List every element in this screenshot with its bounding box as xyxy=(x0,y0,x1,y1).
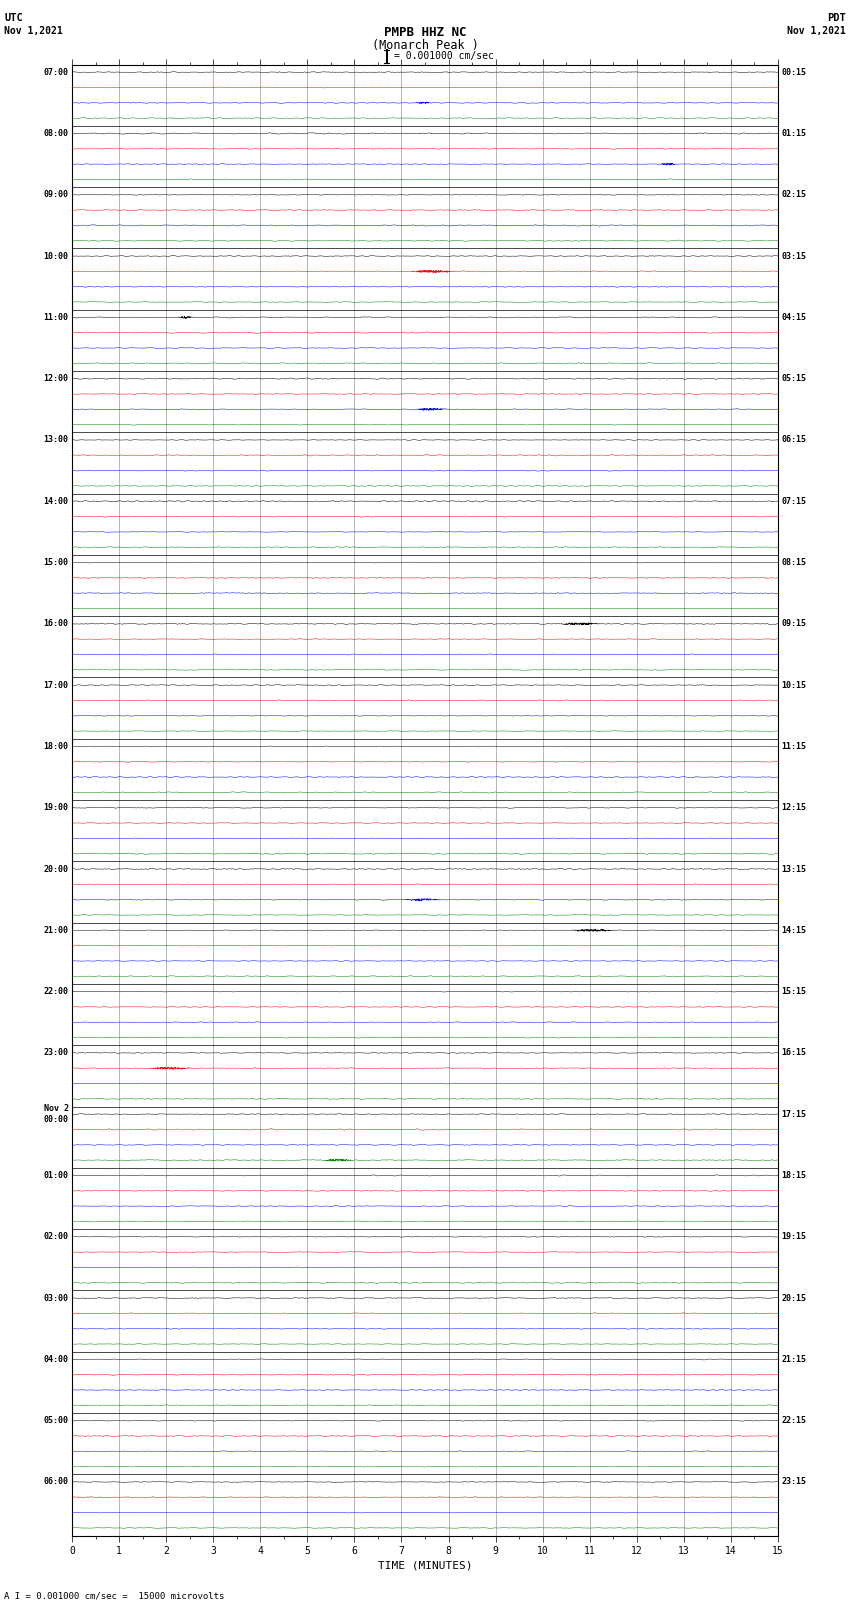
Text: Nov 1,2021: Nov 1,2021 xyxy=(787,26,846,35)
Text: 12:15: 12:15 xyxy=(781,803,807,813)
Text: 12:00: 12:00 xyxy=(43,374,69,384)
Text: 16:00: 16:00 xyxy=(43,619,69,629)
Text: 23:00: 23:00 xyxy=(43,1048,69,1058)
Text: 20:00: 20:00 xyxy=(43,865,69,874)
Text: 11:15: 11:15 xyxy=(781,742,807,752)
Text: 00:15: 00:15 xyxy=(781,68,807,77)
Text: 05:00: 05:00 xyxy=(43,1416,69,1426)
Text: 08:15: 08:15 xyxy=(781,558,807,568)
Text: 04:15: 04:15 xyxy=(781,313,807,323)
Text: 04:00: 04:00 xyxy=(43,1355,69,1365)
Text: 05:15: 05:15 xyxy=(781,374,807,384)
Text: UTC: UTC xyxy=(4,13,23,23)
Text: 13:00: 13:00 xyxy=(43,436,69,445)
Text: 02:15: 02:15 xyxy=(781,190,807,200)
Text: 06:00: 06:00 xyxy=(43,1478,69,1487)
X-axis label: TIME (MINUTES): TIME (MINUTES) xyxy=(377,1560,473,1569)
Text: 22:15: 22:15 xyxy=(781,1416,807,1426)
Text: Nov 2
00:00: Nov 2 00:00 xyxy=(43,1105,69,1124)
Text: 14:00: 14:00 xyxy=(43,497,69,506)
Text: Nov 1,2021: Nov 1,2021 xyxy=(4,26,63,35)
Text: 15:15: 15:15 xyxy=(781,987,807,997)
Text: 20:15: 20:15 xyxy=(781,1294,807,1303)
Text: 13:15: 13:15 xyxy=(781,865,807,874)
Text: 18:00: 18:00 xyxy=(43,742,69,752)
Text: 11:00: 11:00 xyxy=(43,313,69,323)
Text: A I = 0.001000 cm/sec =  15000 microvolts: A I = 0.001000 cm/sec = 15000 microvolts xyxy=(4,1590,224,1600)
Text: 19:00: 19:00 xyxy=(43,803,69,813)
Text: 10:00: 10:00 xyxy=(43,252,69,261)
Text: 03:00: 03:00 xyxy=(43,1294,69,1303)
Text: 17:15: 17:15 xyxy=(781,1110,807,1119)
Text: 03:15: 03:15 xyxy=(781,252,807,261)
Text: PDT: PDT xyxy=(827,13,846,23)
Text: = 0.001000 cm/sec: = 0.001000 cm/sec xyxy=(394,52,493,61)
Text: 02:00: 02:00 xyxy=(43,1232,69,1242)
Text: 08:00: 08:00 xyxy=(43,129,69,139)
Text: (Monarch Peak ): (Monarch Peak ) xyxy=(371,39,479,52)
Text: 10:15: 10:15 xyxy=(781,681,807,690)
Text: 21:15: 21:15 xyxy=(781,1355,807,1365)
Text: 18:15: 18:15 xyxy=(781,1171,807,1181)
Text: 19:15: 19:15 xyxy=(781,1232,807,1242)
Text: 16:15: 16:15 xyxy=(781,1048,807,1058)
Text: 22:00: 22:00 xyxy=(43,987,69,997)
Text: PMPB HHZ NC: PMPB HHZ NC xyxy=(383,26,467,39)
Text: 23:15: 23:15 xyxy=(781,1478,807,1487)
Text: 07:15: 07:15 xyxy=(781,497,807,506)
Text: 01:00: 01:00 xyxy=(43,1171,69,1181)
Text: 06:15: 06:15 xyxy=(781,436,807,445)
Text: 17:00: 17:00 xyxy=(43,681,69,690)
Text: 01:15: 01:15 xyxy=(781,129,807,139)
Text: 09:15: 09:15 xyxy=(781,619,807,629)
Text: 09:00: 09:00 xyxy=(43,190,69,200)
Text: 14:15: 14:15 xyxy=(781,926,807,936)
Text: 15:00: 15:00 xyxy=(43,558,69,568)
Text: 07:00: 07:00 xyxy=(43,68,69,77)
Text: 21:00: 21:00 xyxy=(43,926,69,936)
